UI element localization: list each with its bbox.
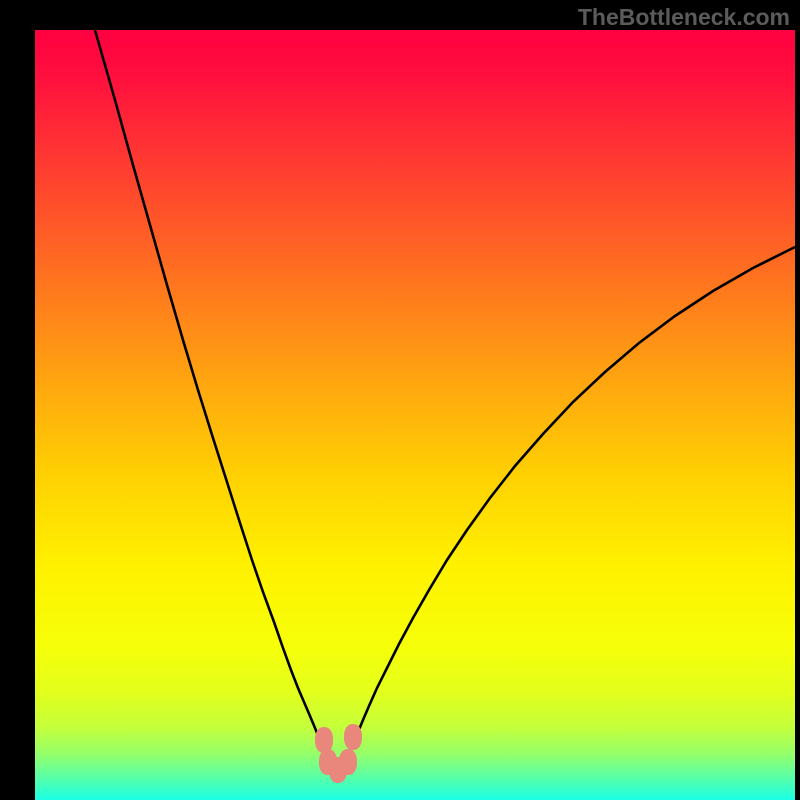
marker-4 <box>344 724 362 750</box>
plot-area <box>35 30 795 800</box>
marker-3 <box>339 749 357 775</box>
curve-left-branch <box>95 30 324 750</box>
curve-layer <box>35 30 795 800</box>
chart-container: TheBottleneck.com <box>0 0 800 800</box>
watermark-text: TheBottleneck.com <box>578 4 790 31</box>
curve-right-branch <box>351 247 795 750</box>
